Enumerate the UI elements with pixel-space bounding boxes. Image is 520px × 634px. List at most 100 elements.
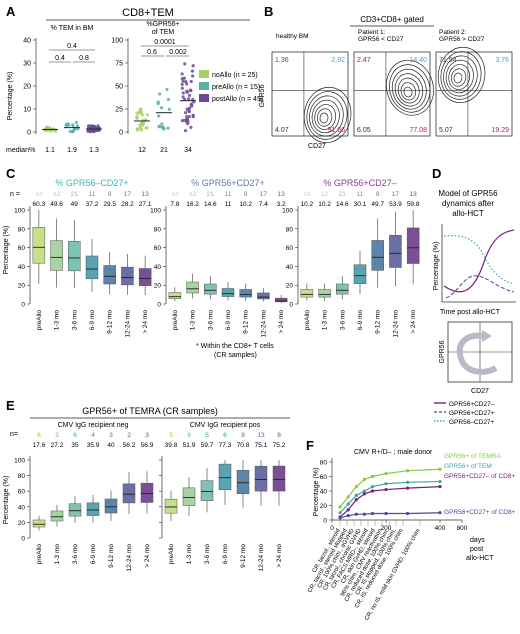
data-dot [135, 127, 139, 131]
panel-e-charts: CMV IgG recipient neg 0 20 40 60 80 100 6 17.6 pr… [14, 422, 286, 571]
contour [309, 95, 344, 137]
contour [397, 77, 420, 104]
category-label: 3-6 mo [339, 310, 346, 331]
contour [450, 68, 467, 87]
panel-c: C n = Percentage (%) % GPR56–CD27+ 0 20 40 6… [3, 166, 420, 359]
data-dot [180, 77, 184, 81]
category-label: 6-9 mo [225, 310, 232, 331]
box [121, 266, 134, 286]
panel-c-chart-title: % GPR56–CD27+ [55, 178, 128, 188]
n-value: 6 [37, 432, 41, 439]
panel-a-title: CD8+TEM [122, 7, 174, 19]
n-value: 3 [55, 432, 59, 439]
series-point [406, 511, 410, 516]
median-value: 53.9 [389, 201, 402, 208]
ytick-label: 20 [18, 283, 26, 290]
series-point [362, 489, 366, 493]
series-point [370, 474, 375, 479]
panel-a-left-yticks: 0 10 20 30 40 [23, 38, 36, 137]
xtick-label: 200 [381, 525, 392, 532]
data-dot [189, 125, 193, 129]
category-label: 9-12 mo [243, 310, 250, 334]
box [389, 234, 402, 268]
data-dot [156, 100, 160, 104]
n-value: 4 [91, 432, 95, 439]
panel-a-median-label: median% [6, 147, 35, 154]
n-value: 6 [223, 432, 227, 439]
ytick-label: 20 [154, 283, 162, 290]
box [86, 502, 100, 516]
median-value: 28.2 [121, 201, 134, 208]
median-value: 70.8 [237, 442, 250, 449]
quadrant-value: 19.29 [491, 127, 509, 134]
data-dot [140, 123, 144, 127]
panel-d-curve-gpr56pos-cd27neg [443, 229, 515, 293]
series-point [406, 486, 410, 490]
data-dot [180, 72, 184, 76]
ytick-label: 0 [27, 130, 31, 137]
data-dot [185, 89, 189, 93]
n-value: 14 [35, 191, 43, 198]
ytick-label: 100 [14, 208, 25, 215]
data-dot [157, 124, 161, 128]
box [168, 292, 182, 299]
ytick-label: 100 [111, 38, 123, 45]
series-point [346, 508, 350, 512]
ytick-label: 20 [18, 520, 26, 527]
contour [394, 73, 424, 107]
contour [388, 64, 431, 113]
n-value: 12 [321, 191, 329, 198]
median-value: 49.7 [371, 201, 384, 208]
category-label: preAllo [304, 310, 311, 331]
series-point [346, 502, 350, 506]
series-point [346, 495, 350, 499]
series-point [354, 498, 358, 502]
contour [391, 68, 427, 110]
contour [311, 99, 340, 134]
ytick-label: 0 [21, 302, 25, 309]
box [104, 498, 118, 514]
series-point [438, 485, 442, 489]
median-value: 35 [71, 442, 79, 449]
median-value: 17.6 [33, 442, 46, 449]
box [182, 487, 196, 506]
box [32, 227, 46, 264]
median-value: 14.6 [336, 201, 349, 208]
median-value: 56.9 [141, 442, 154, 449]
data-dot [159, 106, 164, 110]
quadrant-value: 2.92 [331, 57, 345, 64]
panel-b-plot-2-label-b: GPR56 > CD27 [439, 36, 485, 43]
series-point [370, 489, 375, 493]
data-dot [186, 120, 190, 124]
median-value: 27.1 [139, 201, 152, 208]
data-dot [145, 126, 149, 130]
contour [400, 82, 416, 101]
data-dot [86, 124, 91, 128]
category-label: 1-3 mo [190, 310, 197, 331]
data-dot [181, 91, 185, 95]
ytick-label: 30 [23, 61, 31, 68]
quadrant-value: 6.05 [357, 127, 371, 134]
n-value: 5 [169, 432, 173, 439]
contour [448, 64, 471, 90]
data-dot [89, 129, 93, 133]
n-value: 17 [260, 191, 268, 198]
category-label: 3-6 mo [72, 544, 79, 565]
category-label: 3-6 mo [207, 310, 214, 331]
median-value: 49 [71, 201, 79, 208]
series-point [384, 472, 388, 476]
ytick-label: 0 [323, 518, 327, 525]
median-value: 37.2 [86, 201, 99, 208]
ytick-label: 0 [157, 302, 161, 309]
panel-c-footnote-2: (CR samples) [214, 352, 257, 359]
box [32, 519, 46, 528]
panel-e: E GPR56+ of TEMRA (CR samples) n= Percen… [3, 398, 290, 571]
category-label: 12-24 mo [258, 544, 265, 572]
category-label: > 24 mo [144, 544, 151, 568]
median-value: 59.8 [407, 201, 420, 208]
series-point [384, 511, 388, 516]
panel-f-ylabel: Percentage (%) [313, 468, 320, 517]
series-point [362, 492, 366, 496]
median-value: 40 [107, 442, 115, 449]
